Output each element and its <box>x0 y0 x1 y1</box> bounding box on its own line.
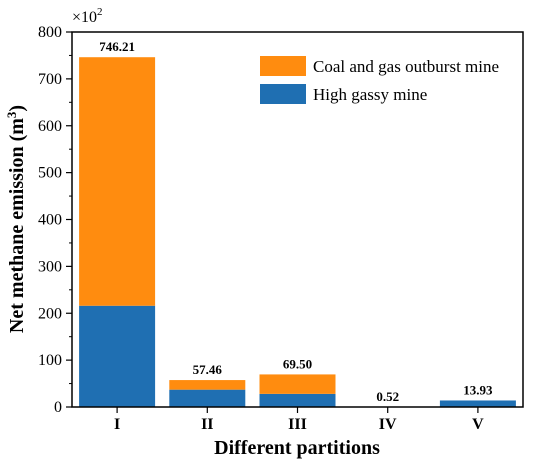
x-tick-label-IV: IV <box>379 416 397 433</box>
y-tick-label-400: 400 <box>38 212 62 229</box>
y-tick-label-700: 700 <box>38 71 62 88</box>
y-tick-label-500: 500 <box>38 165 62 182</box>
axis-scale-base: ×10 <box>72 9 97 26</box>
y-axis-title-sup: 3 <box>4 111 19 118</box>
y-axis: 0 100 200 300 400 500 600 700 800 <box>38 24 72 416</box>
data-label-III: 69.50 <box>283 356 312 371</box>
bar-high-gassy-V <box>439 400 516 407</box>
x-tick-label-V: V <box>472 416 484 433</box>
y-tick-label-200: 200 <box>38 305 62 322</box>
y-axis-title-end: ) <box>6 105 28 112</box>
y-tick-label-100: 100 <box>38 352 62 369</box>
x-axis: I II III IV V <box>114 407 484 433</box>
bar-outburst-III <box>259 374 336 394</box>
legend-swatch-outburst <box>260 56 306 76</box>
axis-scale-factor: ×102 <box>72 6 103 26</box>
legend-label-high-gassy: High gassy mine <box>313 85 427 104</box>
bar-high-gassy-II <box>169 389 246 407</box>
bar-high-gassy-III <box>259 393 336 408</box>
data-label-V: 13.93 <box>463 382 493 397</box>
data-label-I: 746.21 <box>99 39 135 54</box>
bar-outburst-I <box>79 57 156 306</box>
y-axis-title-main: Net methane emission (m <box>6 118 28 333</box>
axis-scale-exp: 2 <box>97 6 103 18</box>
y-tick-label-800: 800 <box>38 24 62 41</box>
data-label-II: 57.46 <box>193 362 223 377</box>
y-axis-title: Net methane emission (m3) <box>4 105 28 333</box>
legend: Coal and gas outburst mine High gassy mi… <box>260 56 499 104</box>
y-tick-label-0: 0 <box>54 399 62 416</box>
x-tick-label-III: III <box>288 416 307 433</box>
bars-layer <box>79 57 516 408</box>
y-tick-label-600: 600 <box>38 118 62 135</box>
legend-swatch-high-gassy <box>260 84 306 104</box>
data-labels-layer: 746.21 57.46 69.50 0.52 13.93 <box>99 39 493 404</box>
bar-outburst-II <box>169 380 246 390</box>
x-axis-title: Different partitions <box>214 437 380 459</box>
x-tick-label-II: II <box>201 416 213 433</box>
y-tick-label-300: 300 <box>38 258 62 275</box>
x-tick-label-I: I <box>114 416 120 433</box>
data-label-IV: 0.52 <box>376 389 399 404</box>
bar-high-gassy-I <box>79 305 156 407</box>
legend-label-outburst: Coal and gas outburst mine <box>313 57 499 76</box>
